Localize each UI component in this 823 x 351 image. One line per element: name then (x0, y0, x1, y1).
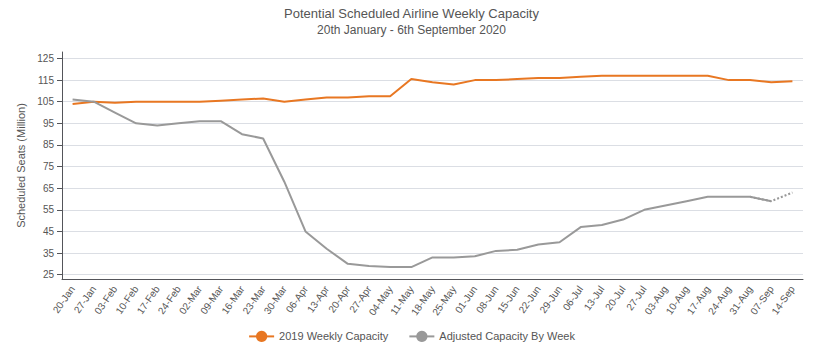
svg-text:2019 Weekly Capacity: 2019 Weekly Capacity (279, 330, 389, 342)
svg-text:23-Mar: 23-Mar (240, 283, 268, 317)
svg-text:Potential Scheduled Airline We: Potential Scheduled Airline Weekly Capac… (284, 6, 539, 21)
svg-text:24-Feb: 24-Feb (155, 283, 183, 317)
svg-text:02-Mar: 02-Mar (176, 283, 205, 317)
svg-text:31-Aug: 31-Aug (727, 283, 755, 317)
svg-text:95: 95 (43, 118, 55, 129)
svg-text:27-Jul: 27-Jul (624, 283, 649, 313)
svg-text:11-May: 11-May (388, 283, 416, 317)
svg-text:55: 55 (43, 204, 55, 215)
svg-text:09-Mar: 09-Mar (198, 283, 226, 317)
svg-text:06-Apr: 06-Apr (283, 283, 310, 315)
svg-text:13-Jul: 13-Jul (582, 284, 607, 313)
svg-text:17-Feb: 17-Feb (134, 283, 162, 317)
svg-text:27-Apr: 27-Apr (347, 283, 374, 315)
svg-text:105: 105 (37, 96, 54, 107)
svg-text:125: 125 (37, 53, 54, 64)
svg-text:08-Jun: 08-Jun (474, 283, 501, 316)
svg-text:22-Jun: 22-Jun (516, 283, 543, 316)
svg-text:65: 65 (43, 183, 55, 194)
svg-text:01-Jun: 01-Jun (452, 283, 480, 316)
svg-text:10-Aug: 10-Aug (663, 283, 692, 317)
svg-text:20th January - 6th September 2: 20th January - 6th September 2020 (317, 23, 506, 37)
svg-text:04-May: 04-May (366, 283, 395, 318)
svg-text:75: 75 (43, 161, 55, 172)
svg-text:03-Aug: 03-Aug (642, 283, 670, 317)
svg-text:20-Jan: 20-Jan (50, 283, 78, 316)
svg-text:17-Aug: 17-Aug (684, 283, 713, 317)
svg-text:20-Apr: 20-Apr (326, 283, 353, 315)
svg-text:Scheduled Seats (Million): Scheduled Seats (Million) (15, 103, 27, 228)
svg-text:24-Aug: 24-Aug (705, 283, 734, 317)
svg-text:06-Jul: 06-Jul (561, 284, 586, 313)
svg-text:115: 115 (38, 75, 54, 86)
svg-text:29-Jun: 29-Jun (537, 284, 564, 315)
svg-text:25-May: 25-May (430, 284, 458, 318)
svg-text:45: 45 (43, 226, 55, 237)
svg-text:03-Feb: 03-Feb (92, 283, 120, 317)
svg-text:30-Mar: 30-Mar (262, 283, 290, 316)
svg-text:13-Apr: 13-Apr (304, 283, 332, 315)
svg-text:15-Jun: 15-Jun (495, 283, 522, 316)
svg-text:16-Mar: 16-Mar (219, 283, 247, 317)
svg-text:85: 85 (43, 139, 55, 150)
svg-text:25: 25 (43, 269, 55, 280)
svg-text:18-May: 18-May (408, 283, 437, 318)
svg-text:07-Sep: 07-Sep (748, 283, 776, 317)
svg-text:35: 35 (43, 248, 55, 259)
svg-text:14-Sep: 14-Sep (769, 283, 797, 316)
svg-text:27-Jan: 27-Jan (71, 283, 99, 316)
svg-text:10-Feb: 10-Feb (113, 283, 141, 317)
svg-text:20-Jul: 20-Jul (603, 284, 628, 313)
svg-text:Adjusted Capacity By Week: Adjusted Capacity By Week (439, 330, 575, 342)
